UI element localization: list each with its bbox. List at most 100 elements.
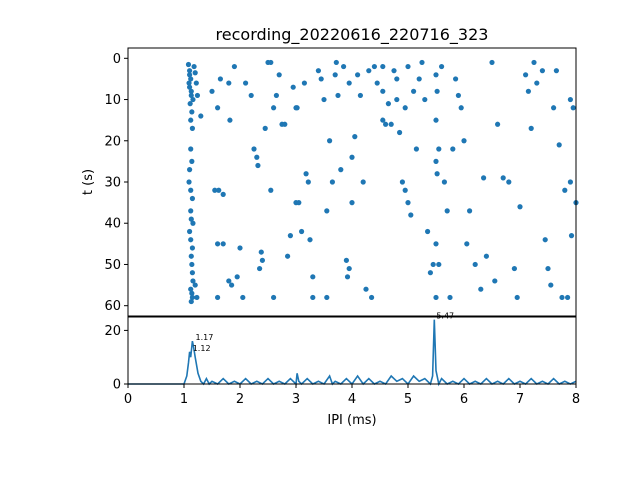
scatter-point xyxy=(495,121,501,127)
scatter-point xyxy=(436,146,442,152)
scatter-y-tick-label: 60 xyxy=(104,299,121,314)
scatter-point xyxy=(394,76,400,82)
peak-annotations: 1.17 1.12 5.47 xyxy=(193,312,454,353)
scatter-point xyxy=(188,253,194,259)
scatter-point xyxy=(257,265,263,272)
histogram-plot-area xyxy=(128,317,576,384)
scatter-point xyxy=(380,117,386,123)
scatter-point xyxy=(380,63,386,70)
scatter-point xyxy=(307,237,313,243)
scatter-point xyxy=(559,294,565,301)
histogram-x-tick-label: 3 xyxy=(292,392,300,407)
scatter-point xyxy=(186,179,192,185)
scatter-point xyxy=(523,72,529,78)
scatter-point xyxy=(433,294,439,301)
scatter-point xyxy=(262,125,268,131)
scatter-point xyxy=(548,282,554,288)
scatter-point xyxy=(399,179,405,185)
scatter-point xyxy=(189,294,195,301)
scatter-point xyxy=(189,158,195,164)
peak-annotation: 1.17 xyxy=(196,333,214,342)
peak-annotation: 1.12 xyxy=(193,344,211,353)
scatter-point xyxy=(335,92,341,99)
histogram-x-axis-label: IPI (ms) xyxy=(327,413,376,428)
scatter-point xyxy=(483,253,489,259)
scatter-point xyxy=(394,96,400,103)
scatter-point xyxy=(324,208,330,214)
scatter-point xyxy=(343,257,349,263)
scatter-point xyxy=(528,125,534,131)
scatter-point xyxy=(511,265,517,272)
scatter-point xyxy=(303,171,309,177)
scatter-point xyxy=(194,294,200,301)
scatter-point xyxy=(562,187,568,193)
scatter-point xyxy=(231,63,237,70)
scatter-point xyxy=(427,270,433,276)
scatter-point xyxy=(215,294,221,301)
histogram-x-tick-label: 1 xyxy=(180,392,188,407)
peak-annotation: 5.47 xyxy=(436,312,454,321)
scatter-point xyxy=(346,265,352,272)
scatter-point xyxy=(189,290,195,296)
scatter-point xyxy=(268,59,274,66)
scatter-point xyxy=(461,138,467,144)
scatter-point xyxy=(447,294,453,301)
scatter-point xyxy=(190,220,196,226)
scatter-y-tick-label: 20 xyxy=(104,134,121,149)
scatter-point xyxy=(310,274,316,280)
scatter-y-tick-label: 10 xyxy=(104,93,121,108)
scatter-point xyxy=(383,121,389,127)
scatter-point xyxy=(198,113,204,119)
scatter-point xyxy=(212,187,218,193)
scatter-point xyxy=(296,200,302,206)
scatter-point xyxy=(271,294,277,301)
scatter-point xyxy=(315,68,321,74)
scatter-point xyxy=(226,278,232,284)
scatter-point xyxy=(455,92,461,99)
scatter-point xyxy=(397,129,403,136)
histogram-x-tick-label: 7 xyxy=(516,392,524,407)
scatter-point xyxy=(188,216,194,222)
scatter-point xyxy=(189,261,195,268)
scatter-point xyxy=(187,101,193,107)
scatter-point xyxy=(324,294,330,301)
histogram-x-tick-label: 5 xyxy=(404,392,412,407)
scatter-point xyxy=(188,92,194,99)
scatter-point xyxy=(338,167,344,173)
scatter-point xyxy=(215,241,221,247)
scatter-point xyxy=(517,204,523,210)
scatter-point xyxy=(467,208,473,214)
scatter-y-ticks: 0 10 20 30 40 50 60 xyxy=(104,52,128,314)
scatter-point xyxy=(531,59,537,66)
scatter-point xyxy=(346,80,352,86)
scatter-point xyxy=(539,68,546,74)
scatter-point xyxy=(434,171,440,177)
scatter-point xyxy=(318,76,324,82)
scatter-point xyxy=(405,200,411,206)
scatter-point xyxy=(506,179,512,185)
scatter-point xyxy=(413,146,419,152)
scatter-point xyxy=(408,212,414,218)
histogram-x-tick-label: 8 xyxy=(572,392,580,407)
scatter-point xyxy=(254,154,260,160)
scatter-point xyxy=(567,179,574,185)
scatter-point xyxy=(192,282,198,288)
scatter-point xyxy=(188,187,194,193)
scatter-points xyxy=(185,59,579,305)
scatter-point xyxy=(188,286,194,292)
scatter-plot-area xyxy=(128,48,576,316)
scatter-point xyxy=(567,96,574,103)
scatter-point xyxy=(565,294,571,301)
scatter-point xyxy=(478,286,484,292)
scatter-point xyxy=(464,241,470,247)
scatter-point xyxy=(220,191,226,197)
scatter-point xyxy=(215,105,221,111)
scatter-point xyxy=(258,249,264,255)
scatter-point xyxy=(458,105,464,111)
scatter-point xyxy=(276,72,282,78)
scatter-point xyxy=(209,88,215,94)
scatter-point xyxy=(433,117,439,123)
scatter-point xyxy=(405,63,411,70)
scatter-point xyxy=(450,146,456,152)
scatter-point xyxy=(282,121,288,127)
